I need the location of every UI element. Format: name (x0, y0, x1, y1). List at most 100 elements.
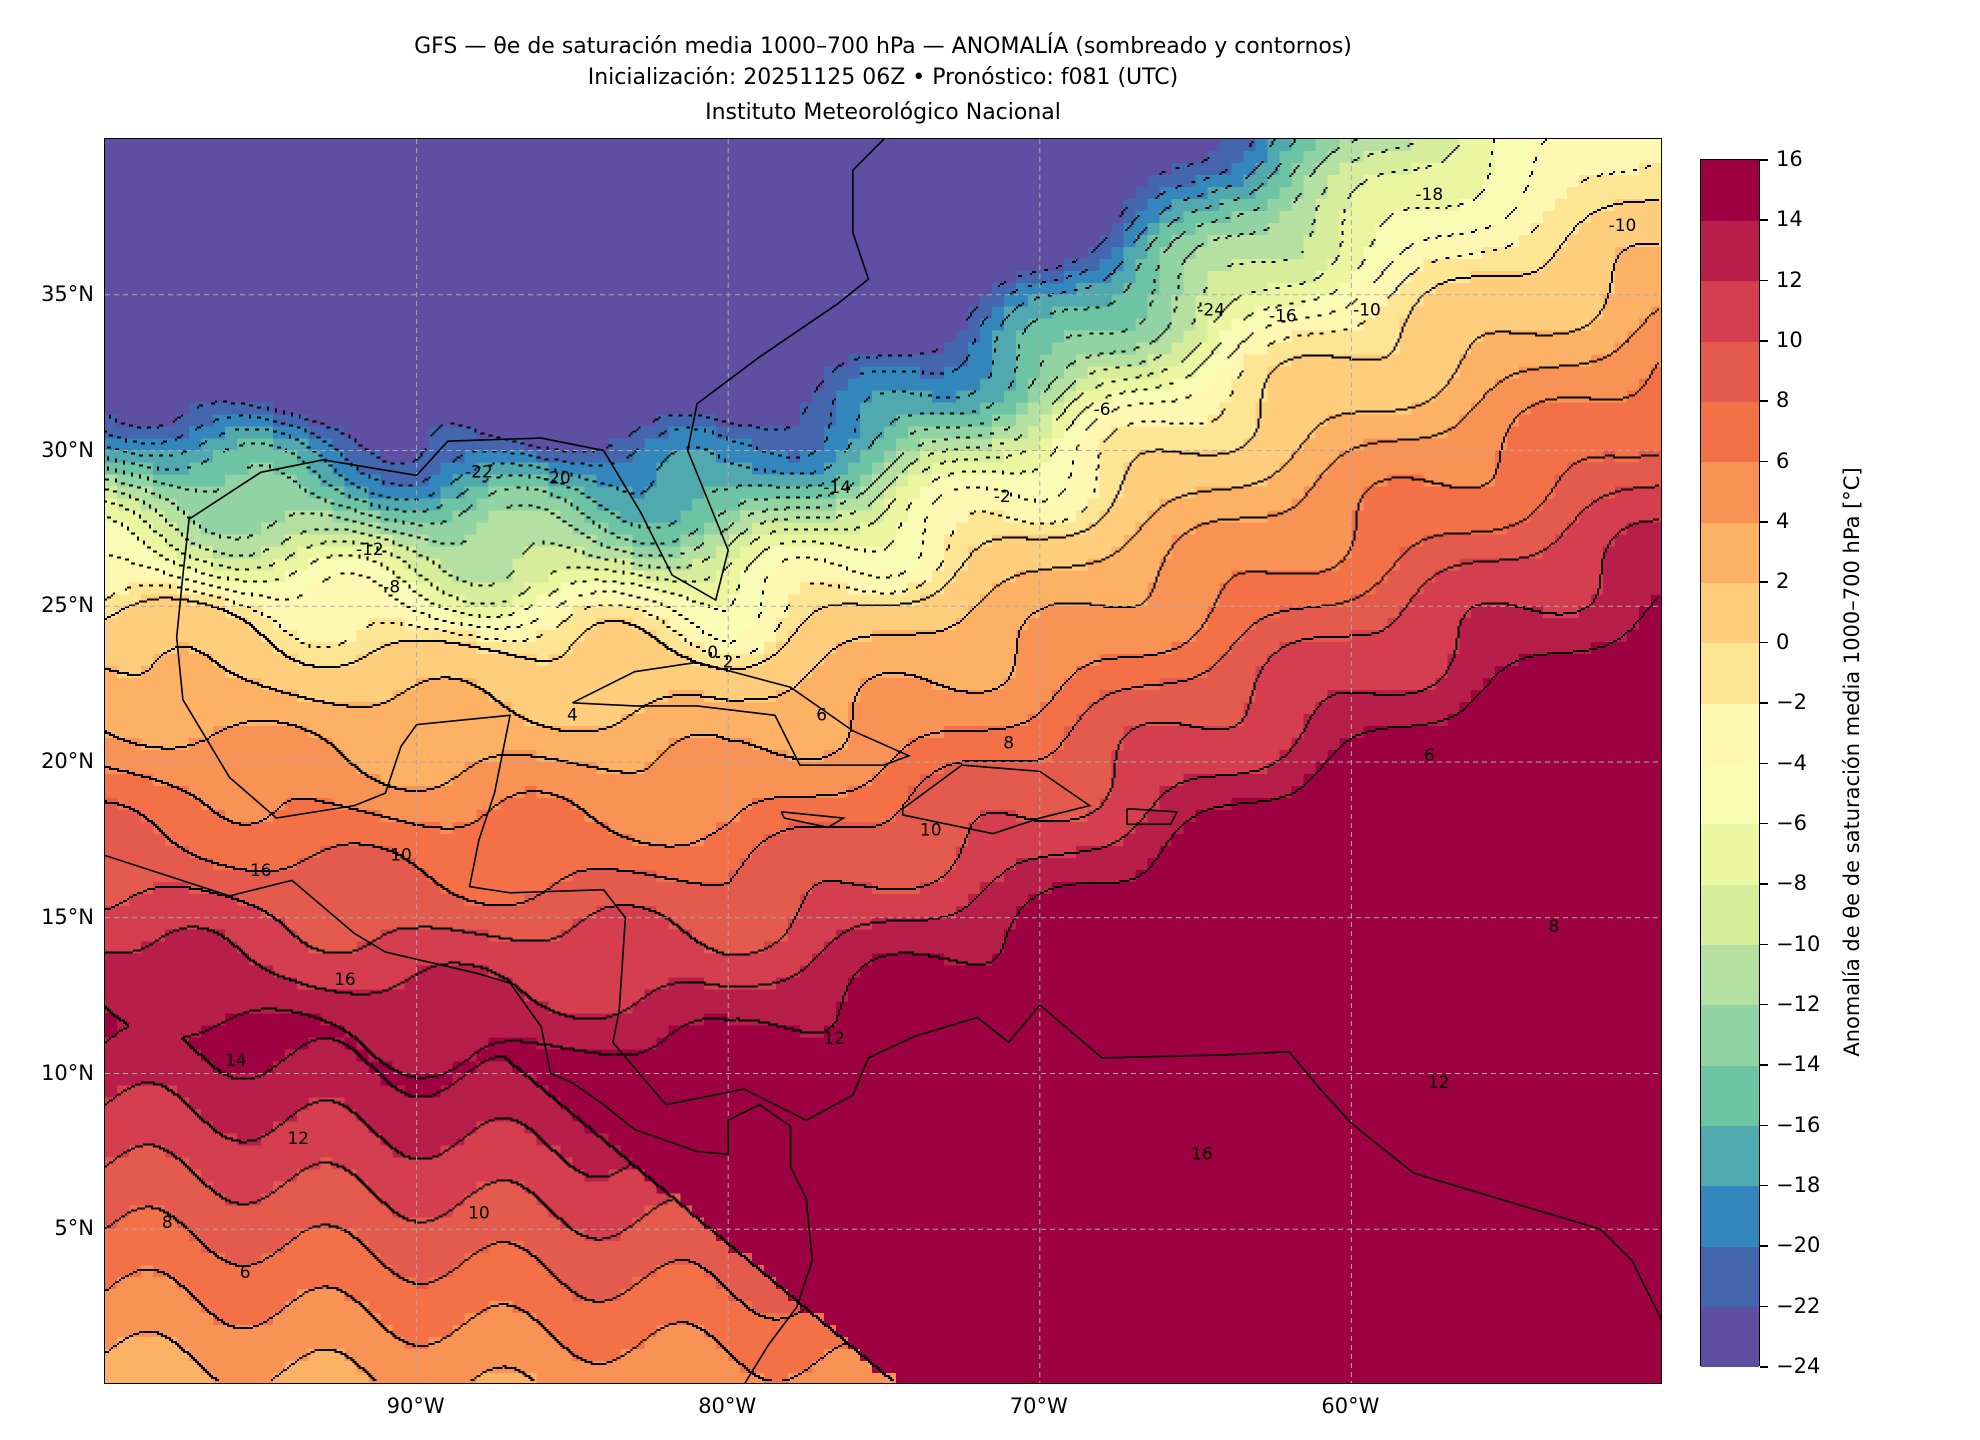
colorbar-tick-label: −4 (1776, 750, 1807, 775)
colorbar-band (1701, 461, 1759, 523)
lat-tick-label: 20°N (41, 749, 94, 773)
colorbar-tick (1760, 279, 1768, 282)
lat-tick-label: 5°N (54, 1216, 94, 1241)
lat-tick-label: 10°N (41, 1060, 94, 1085)
map-overlay: -22 -20 -14-12-8-24 -16 -10-6-20 24 6810101614… (105, 139, 1661, 1383)
contour-label: -12 (356, 540, 384, 560)
coastline-north-america (182, 139, 885, 602)
colorbar-tick-label: 16 (1776, 147, 1803, 171)
colorbar-tick-label: −8 (1776, 871, 1807, 896)
colorbar-tick (1760, 1245, 1768, 1247)
colorbar-tick (1760, 1064, 1768, 1066)
colorbar-tick-label: 10 (1776, 328, 1803, 353)
contour-label: 6 (1424, 746, 1435, 766)
contour-label: 16 (1191, 1144, 1213, 1164)
contour-label: -18 (1415, 185, 1443, 205)
contour-label: -16 (1269, 307, 1297, 327)
colorbar-band (1701, 401, 1759, 463)
colorbar-tick-label: −12 (1776, 991, 1821, 1016)
contour-label: 10 (920, 821, 942, 841)
colorbar-tick (1760, 460, 1768, 463)
contour-label: -10 (1353, 300, 1381, 320)
colorbar-tick (1760, 1184, 1768, 1187)
contour-label: -6 (1094, 400, 1111, 420)
contour-label: 12 (287, 1129, 309, 1149)
colorbar-band (1701, 220, 1759, 282)
colorbar-band (1701, 1125, 1759, 1187)
colorbar-band (1701, 1185, 1759, 1247)
coastline-jamaica (780, 811, 846, 829)
colorbar-band (1701, 642, 1759, 704)
contour-label: 16 (250, 861, 272, 881)
colorbar-band (1701, 280, 1759, 342)
colorbar-tick-label: −6 (1776, 810, 1807, 835)
colorbar (1700, 159, 1760, 1368)
colorbar-band (1701, 522, 1759, 583)
coastline-caribbean (175, 575, 1661, 1321)
anomaly-field (105, 139, 1661, 1383)
colorbar-tick-label: −14 (1776, 1052, 1821, 1077)
contour-label: 10 (468, 1204, 490, 1224)
colorbar-tick-label: 6 (1776, 448, 1790, 473)
colorbar-band (1701, 160, 1759, 221)
colorbar-band (1701, 944, 1759, 1006)
colorbar-band (1701, 703, 1759, 764)
colorbar-tick-label: 4 (1776, 509, 1790, 534)
contour-label: 8 (162, 1213, 173, 1233)
lon-tick-label: 80°W (698, 1394, 757, 1418)
contour-label: -22 (465, 462, 493, 482)
colorbar-tick (1760, 400, 1768, 402)
colorbar-label: Anomalía de θe de saturación media 1000–… (1840, 467, 1864, 1057)
lon-tick-label: 90°W (386, 1394, 445, 1418)
contour-label: -10 (1609, 216, 1637, 236)
lat-tick-label: 30°N (41, 437, 94, 462)
colorbar-tick-label: 14 (1776, 207, 1803, 232)
colorbar-tick (1760, 219, 1768, 221)
colorbar-tick (1760, 1366, 1768, 1368)
contour-label: 12 (823, 1029, 845, 1049)
colorbar-tick (1760, 340, 1768, 342)
lon-tick-label: 70°W (1009, 1394, 1068, 1418)
lat-tick-label: 25°N (41, 593, 94, 618)
colorbar-tick (1760, 521, 1768, 523)
lon-tick-label: 60°W (1321, 1394, 1380, 1418)
colorbar-tick-label: −20 (1776, 1233, 1821, 1258)
colorbar-tick-label: 8 (1776, 388, 1790, 413)
contour-label: 16 (334, 970, 356, 990)
contour-label: 12 (1428, 1073, 1450, 1093)
contour-label: 6 (240, 1263, 251, 1283)
colorbar-tick-label: 2 (1776, 569, 1790, 594)
contour-label: -24 (1197, 300, 1225, 320)
lat-tick-label: 15°N (41, 904, 94, 929)
colorbar-tick-label: 12 (1776, 267, 1803, 292)
colorbar-tick-label: −2 (1776, 690, 1807, 715)
contour-label: -2 (994, 487, 1011, 507)
colorbar-band (1701, 1065, 1759, 1127)
colorbar-tick (1760, 943, 1768, 946)
lat-tick-label: 35°N (41, 281, 94, 306)
contour-label: 8 (1003, 733, 1014, 753)
colorbar-tick-label: −22 (1776, 1293, 1821, 1318)
colorbar-tick (1760, 883, 1768, 885)
colorbar-tick (1760, 702, 1768, 704)
contour-label: 2 (723, 652, 734, 672)
colorbar-tick (1760, 1003, 1768, 1006)
colorbar-band (1701, 884, 1759, 946)
colorbar-tick (1760, 762, 1768, 764)
coastline-puerto-rico (1126, 807, 1179, 826)
contour-label: 14 (225, 1051, 247, 1071)
coastline-hispaniola (901, 764, 1092, 835)
contour-label: -8 (383, 578, 400, 598)
contour-label: 4 (567, 705, 578, 725)
chart-title: GFS — θe de saturación media 1000–700 hP… (414, 34, 1352, 59)
chart-subtitle-institution: Instituto Meteorológico Nacional (705, 100, 1061, 125)
colorbar-tick-label: −18 (1776, 1172, 1821, 1197)
contour-label: 10 (390, 845, 412, 865)
colorbar-tick-label: 0 (1776, 629, 1790, 654)
colorbar-tick-label: −16 (1776, 1112, 1821, 1137)
colorbar-tick-label: −10 (1776, 931, 1821, 956)
colorbar-band (1701, 582, 1759, 644)
colorbar-band (1701, 1246, 1759, 1308)
chart-subtitle-init: Inicialización: 20251125 06Z • Pronóstic… (587, 65, 1179, 90)
colorbar-band (1701, 823, 1759, 885)
